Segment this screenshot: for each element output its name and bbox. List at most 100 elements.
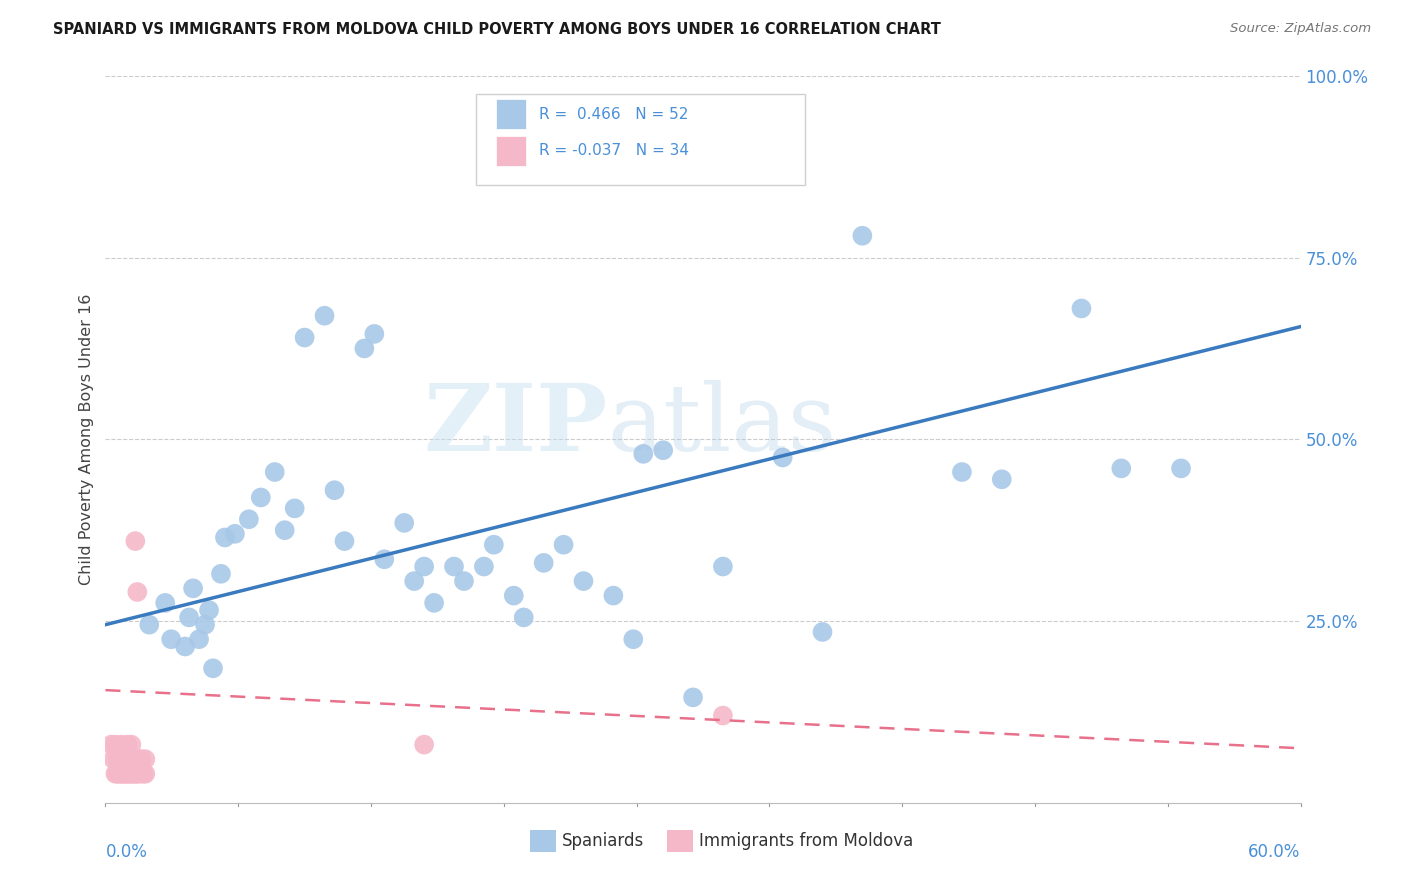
Point xyxy=(502,589,524,603)
Point xyxy=(129,752,153,766)
Point xyxy=(128,766,150,780)
Point xyxy=(132,766,155,780)
Point xyxy=(373,552,395,566)
Point xyxy=(602,589,624,603)
Point xyxy=(134,766,156,780)
Point xyxy=(112,752,135,766)
Point xyxy=(950,465,973,479)
Point xyxy=(107,752,129,766)
Bar xyxy=(530,830,555,852)
Point xyxy=(120,738,142,752)
Point xyxy=(443,559,465,574)
Bar xyxy=(496,99,526,129)
Point xyxy=(224,526,246,541)
Point xyxy=(652,443,675,458)
Text: Source: ZipAtlas.com: Source: ZipAtlas.com xyxy=(1230,22,1371,36)
Point xyxy=(181,582,204,596)
Point xyxy=(263,465,285,479)
Y-axis label: Child Poverty Among Boys Under 16: Child Poverty Among Boys Under 16 xyxy=(79,293,94,585)
Point xyxy=(108,752,131,766)
Point xyxy=(114,752,136,766)
Text: ZIP: ZIP xyxy=(423,380,607,470)
Point xyxy=(128,752,150,766)
Text: Immigrants from Moldova: Immigrants from Moldova xyxy=(699,831,914,849)
Point xyxy=(194,617,217,632)
Point xyxy=(413,738,436,752)
Point xyxy=(513,610,536,624)
Point xyxy=(572,574,595,588)
Bar xyxy=(666,830,693,852)
Point xyxy=(124,766,146,780)
Point xyxy=(333,534,356,549)
Point xyxy=(127,585,149,599)
Point xyxy=(177,610,201,624)
Point xyxy=(294,330,316,344)
Point xyxy=(1111,461,1133,475)
Point xyxy=(238,512,260,526)
Point xyxy=(198,603,221,617)
Point xyxy=(621,632,644,647)
Point xyxy=(214,531,236,545)
FancyBboxPatch shape xyxy=(475,94,804,185)
Point xyxy=(423,596,446,610)
Point xyxy=(134,752,156,766)
Point xyxy=(404,574,426,588)
Point xyxy=(160,632,183,647)
Point xyxy=(990,472,1012,486)
Point xyxy=(188,632,211,647)
Point xyxy=(124,534,146,549)
Point xyxy=(120,766,142,780)
Point xyxy=(284,501,307,516)
Point xyxy=(122,752,145,766)
Point xyxy=(138,617,160,632)
Point xyxy=(533,556,555,570)
Point xyxy=(108,766,131,780)
Point xyxy=(811,624,834,639)
Point xyxy=(682,690,704,705)
Point xyxy=(1070,301,1092,316)
Point xyxy=(104,766,127,780)
Point xyxy=(114,766,136,780)
Text: 0.0%: 0.0% xyxy=(105,843,148,861)
Point xyxy=(202,661,225,675)
Point xyxy=(353,342,375,356)
Point xyxy=(250,491,273,505)
Point xyxy=(209,566,232,581)
Point xyxy=(711,559,734,574)
Point xyxy=(110,738,132,752)
Point xyxy=(112,766,135,780)
Point xyxy=(851,228,873,243)
Point xyxy=(711,708,734,723)
Text: atlas: atlas xyxy=(607,380,837,470)
Point xyxy=(1170,461,1192,475)
Point xyxy=(104,738,127,752)
Point xyxy=(153,596,177,610)
Point xyxy=(413,559,436,574)
Point xyxy=(482,538,505,552)
Point xyxy=(633,447,655,461)
Point xyxy=(100,738,122,752)
Text: SPANIARD VS IMMIGRANTS FROM MOLDOVA CHILD POVERTY AMONG BOYS UNDER 16 CORRELATIO: SPANIARD VS IMMIGRANTS FROM MOLDOVA CHIL… xyxy=(53,22,941,37)
Point xyxy=(392,516,416,530)
Point xyxy=(553,538,575,552)
Point xyxy=(103,752,125,766)
Point xyxy=(472,559,495,574)
Point xyxy=(122,766,145,780)
Point xyxy=(453,574,475,588)
Text: R =  0.466   N = 52: R = 0.466 N = 52 xyxy=(540,107,689,121)
Point xyxy=(772,450,794,465)
Point xyxy=(118,766,141,780)
Text: 60.0%: 60.0% xyxy=(1249,843,1301,861)
Point xyxy=(127,766,149,780)
Point xyxy=(174,640,197,654)
Text: Spaniards: Spaniards xyxy=(562,831,644,849)
Point xyxy=(107,766,129,780)
Text: R = -0.037   N = 34: R = -0.037 N = 34 xyxy=(540,144,689,159)
Point xyxy=(110,766,132,780)
Bar xyxy=(496,136,526,166)
Point xyxy=(323,483,346,498)
Point xyxy=(117,738,139,752)
Point xyxy=(118,752,141,766)
Point xyxy=(314,309,336,323)
Point xyxy=(363,326,385,341)
